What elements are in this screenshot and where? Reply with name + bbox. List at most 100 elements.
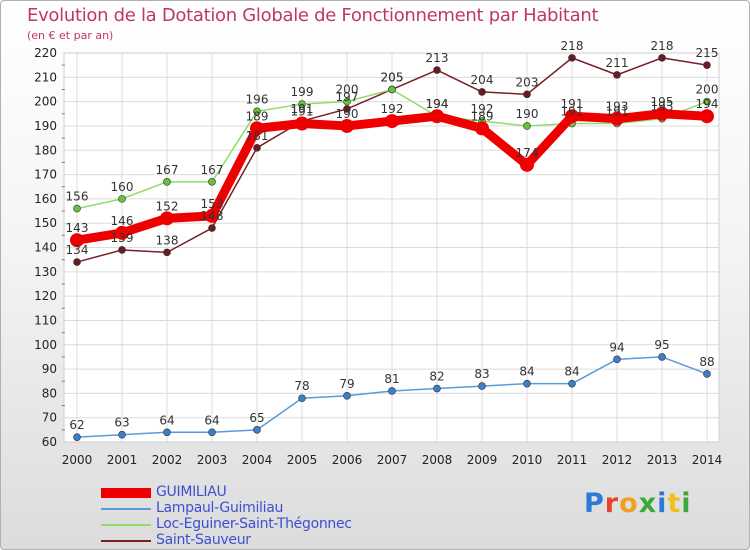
y-tick-label: 80: [42, 386, 57, 400]
x-tick-label: 2011: [557, 453, 588, 467]
legend-label-lampaul: Lampaul-Guimiliau: [156, 500, 284, 516]
data-point-lampaul-guimiliau: [613, 355, 621, 364]
data-point-saint-sauveur: [73, 258, 81, 266]
data-label-loc-eguiner-saint-th-gonnec: 167: [201, 163, 224, 177]
logo-letter: t: [667, 488, 682, 519]
data-label-lampaul-guimiliau: 95: [654, 338, 669, 352]
legend-swatch-guimiliau: [101, 488, 151, 498]
data-label-guimiliau: 189: [471, 109, 494, 123]
data-label-guimiliau: 146: [111, 214, 134, 228]
data-label-saint-sauveur: 138: [156, 233, 179, 247]
data-point-lampaul-guimiliau: [73, 433, 81, 441]
data-point-saint-sauveur: [208, 224, 216, 232]
data-label-lampaul-guimiliau: 78: [294, 379, 309, 393]
logo-letter: P: [584, 488, 605, 519]
chart-title: Evolution de la Dotation Globale de Fonc…: [27, 5, 599, 26]
data-point-lampaul-guimiliau: [163, 428, 171, 437]
data-point-loc-eguiner-saint-th-gonnec: [703, 97, 711, 106]
data-label-lampaul-guimiliau: 84: [564, 365, 579, 379]
logo-letter: o: [619, 488, 639, 519]
data-point-loc-eguiner-saint-th-gonnec: [118, 195, 126, 203]
data-point-saint-sauveur: [568, 54, 576, 62]
x-tick-label: 2008: [422, 453, 453, 467]
data-label-saint-sauveur: 215: [696, 46, 719, 60]
data-label-lampaul-guimiliau: 64: [159, 413, 174, 427]
x-tick-label: 2014: [692, 453, 723, 467]
legend-swatch-loc-eguiner: [101, 524, 151, 526]
data-label-guimiliau: 194: [426, 97, 449, 111]
data-label-lampaul-guimiliau: 94: [609, 340, 624, 354]
data-label-guimiliau: 174: [516, 146, 539, 160]
data-label-saint-sauveur: 218: [651, 39, 674, 53]
data-label-saint-sauveur: 218: [561, 39, 584, 53]
data-label-saint-sauveur: 191: [291, 102, 314, 116]
data-label-guimiliau: 153: [201, 197, 224, 211]
data-label-lampaul-guimiliau: 88: [699, 355, 714, 369]
y-tick-label: 160: [34, 192, 57, 206]
data-label-guimiliau: 191: [291, 105, 314, 119]
y-tick-label: 150: [34, 216, 57, 230]
x-tick-label: 2001: [107, 453, 138, 467]
data-point-lampaul-guimiliau: [253, 426, 261, 434]
data-point-lampaul-guimiliau: [343, 392, 351, 400]
data-label-saint-sauveur: 211: [606, 56, 629, 70]
legend-item-saint-sauveur: Saint-Sauveur: [101, 532, 421, 549]
data-point-lampaul-guimiliau: [523, 379, 531, 388]
x-tick-label: 2006: [332, 453, 363, 467]
data-point-lampaul-guimiliau: [478, 382, 486, 390]
data-point-loc-eguiner-saint-th-gonnec: [343, 97, 351, 106]
data-label-lampaul-guimiliau: 83: [474, 367, 489, 381]
data-point-saint-sauveur: [433, 66, 441, 74]
data-point-guimiliau: [430, 109, 444, 124]
y-tick-label: 180: [34, 143, 57, 157]
data-point-loc-eguiner-saint-th-gonnec: [523, 122, 531, 130]
data-label-saint-sauveur: 213: [426, 51, 449, 65]
data-point-guimiliau: [250, 121, 264, 136]
y-tick-label: 120: [34, 289, 57, 303]
data-point-loc-eguiner-saint-th-gonnec: [388, 85, 396, 94]
y-tick-label: 170: [34, 168, 57, 182]
data-point-guimiliau: [385, 114, 399, 129]
legend-label-loc-eguiner: Loc-Eguiner-Saint-Thégonnec: [156, 516, 352, 532]
data-point-lampaul-guimiliau: [658, 353, 666, 361]
data-label-guimiliau: 189: [246, 109, 269, 123]
x-tick-label: 2005: [287, 453, 318, 467]
legend-swatch-lampaul: [101, 508, 151, 510]
y-tick-label: 140: [34, 241, 57, 255]
data-point-guimiliau: [115, 225, 129, 240]
data-point-guimiliau: [655, 106, 669, 121]
data-point-saint-sauveur: [163, 248, 171, 257]
legend-label-saint-sauveur: Saint-Sauveur: [156, 532, 251, 548]
data-label-loc-eguiner-saint-th-gonnec: 200: [696, 83, 719, 97]
data-label-saint-sauveur: 205: [381, 70, 404, 84]
y-tick-label: 100: [34, 338, 57, 352]
data-label-lampaul-guimiliau: 81: [384, 372, 399, 386]
y-tick-label: 70: [42, 411, 57, 425]
data-label-loc-eguiner-saint-th-gonnec: 156: [66, 190, 89, 204]
data-point-guimiliau: [475, 121, 489, 136]
logo-letter: i: [681, 488, 692, 519]
data-label-lampaul-guimiliau: 65: [249, 411, 264, 425]
x-tick-label: 2010: [512, 453, 543, 467]
data-point-saint-sauveur: [703, 61, 711, 69]
data-label-lampaul-guimiliau: 79: [339, 377, 354, 391]
x-tick-label: 2007: [377, 453, 408, 467]
x-tick-label: 2009: [467, 453, 498, 467]
y-tick-label: 60: [42, 435, 57, 449]
data-label-guimiliau: 194: [696, 97, 719, 111]
data-label-guimiliau: 152: [156, 199, 179, 213]
logo-letter: r: [604, 488, 620, 519]
data-point-lampaul-guimiliau: [703, 370, 711, 378]
legend-item-guimiliau: GUIMILIAU: [101, 484, 421, 501]
data-label-lampaul-guimiliau: 62: [69, 418, 84, 432]
data-point-loc-eguiner-saint-th-gonnec: [253, 107, 261, 116]
y-tick-label: 90: [42, 362, 57, 376]
y-tick-label: 130: [34, 265, 57, 279]
x-tick-label: 2012: [602, 453, 633, 467]
data-label-loc-eguiner-saint-th-gonnec: 192: [471, 102, 494, 116]
data-point-lampaul-guimiliau: [388, 387, 396, 395]
legend-item-lampaul: Lampaul-Guimiliau: [101, 500, 421, 517]
data-point-guimiliau: [160, 211, 174, 226]
data-label-saint-sauveur: 204: [471, 73, 494, 87]
